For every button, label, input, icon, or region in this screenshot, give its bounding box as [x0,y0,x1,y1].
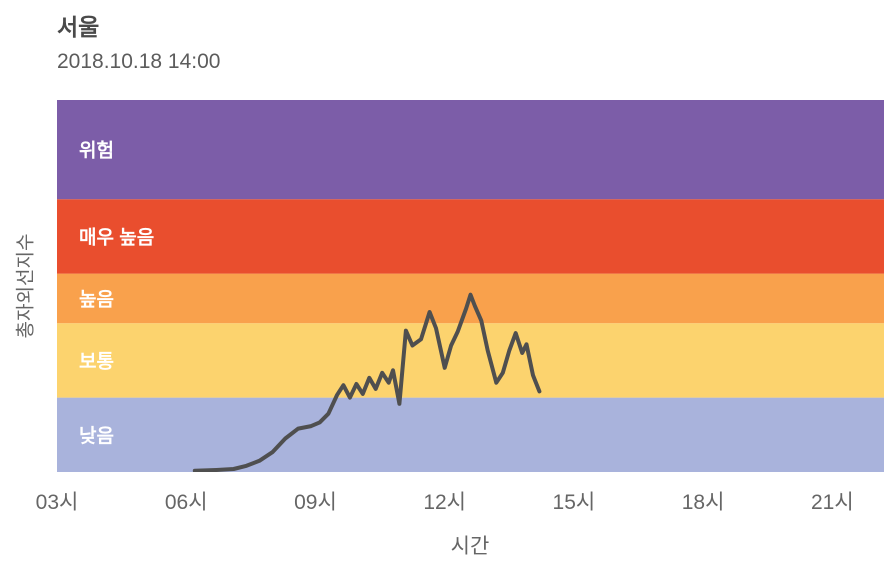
page-subtitle: 2018.10.18 14:00 [57,50,221,73]
page-title: 서울 [57,14,100,40]
x-tick-9: 09시 [294,491,337,514]
x-tick-18: 18시 [681,491,725,514]
uv-band-label-high: 높음 [79,288,114,310]
x-tick-12: 12시 [423,491,466,514]
uv-band-moderate [57,323,884,398]
y-axis-label: 총자외선지수 [15,233,37,339]
uv-band-label-very-high: 매우 높음 [79,226,154,248]
x-tick-3: 03시 [35,491,79,514]
x-tick-15: 15시 [552,491,596,514]
uv-band-very-high [57,199,884,274]
uv-band-danger [57,100,884,200]
uv-chart-plot: 낮음 보통 높음 매우 높음 위험 [57,100,884,472]
uv-band-low [57,397,884,472]
uv-series-line [192,292,542,472]
uv-band-label-low: 낮음 [79,425,114,447]
x-axis-label: 시간 [450,535,490,558]
uv-band-label-moderate: 보통 [79,350,114,372]
x-tick-21: 21시 [810,491,854,514]
uv-band-label-danger: 위험 [79,140,114,162]
x-tick-6: 06시 [164,491,208,514]
